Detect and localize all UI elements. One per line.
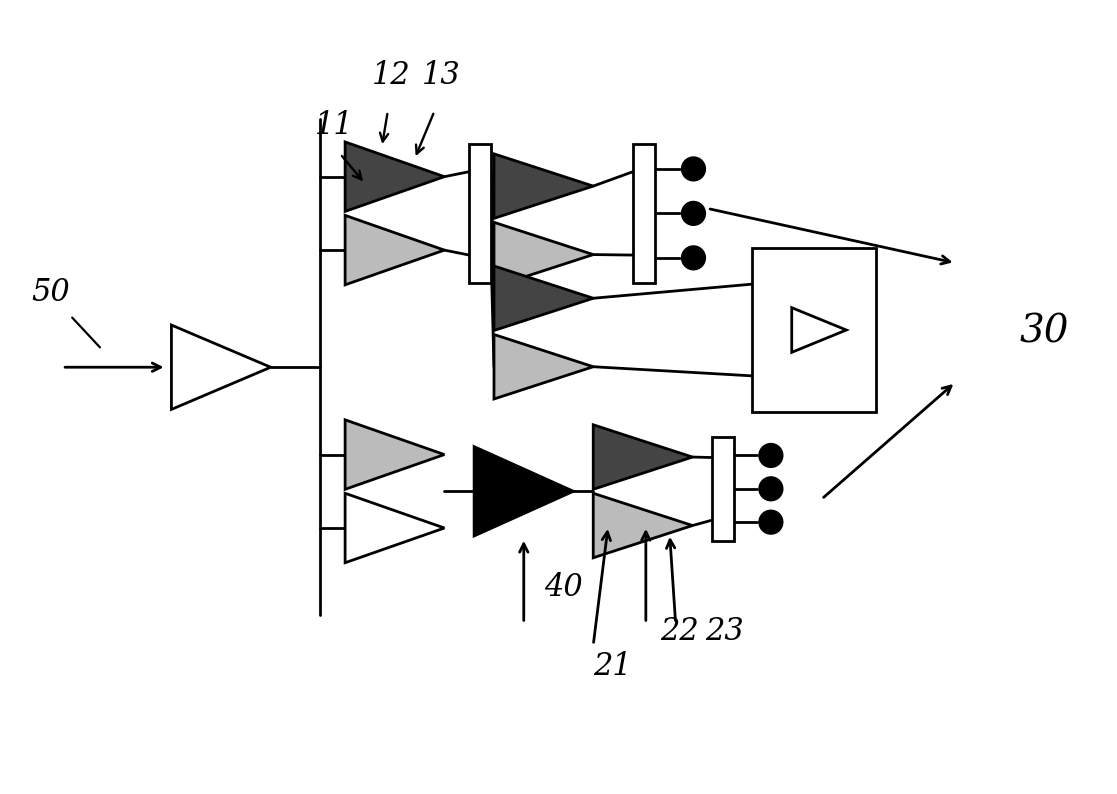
Text: 22: 22	[660, 616, 698, 647]
Polygon shape	[474, 446, 573, 536]
Text: 30: 30	[1020, 314, 1069, 350]
Text: 40: 40	[544, 572, 582, 603]
Polygon shape	[494, 154, 593, 218]
Text: 23: 23	[706, 616, 744, 647]
Polygon shape	[345, 493, 445, 563]
Circle shape	[758, 511, 783, 534]
Circle shape	[758, 444, 783, 468]
Polygon shape	[345, 142, 445, 211]
Text: 13: 13	[421, 60, 460, 91]
Polygon shape	[345, 215, 445, 285]
Polygon shape	[593, 425, 693, 489]
Polygon shape	[171, 325, 270, 410]
Polygon shape	[494, 222, 593, 287]
Text: 21: 21	[593, 651, 632, 682]
Circle shape	[681, 202, 706, 225]
Polygon shape	[494, 334, 593, 399]
Circle shape	[681, 246, 706, 270]
Text: 12: 12	[372, 60, 411, 91]
Polygon shape	[792, 308, 847, 353]
Bar	[713, 437, 734, 541]
Polygon shape	[494, 266, 593, 330]
Text: 11: 11	[315, 110, 354, 141]
Text: 50: 50	[31, 277, 69, 308]
Polygon shape	[593, 493, 693, 557]
Polygon shape	[345, 420, 445, 489]
Bar	[469, 144, 491, 283]
Bar	[633, 144, 655, 283]
Bar	[752, 248, 876, 412]
Circle shape	[758, 477, 783, 501]
Circle shape	[681, 157, 706, 181]
